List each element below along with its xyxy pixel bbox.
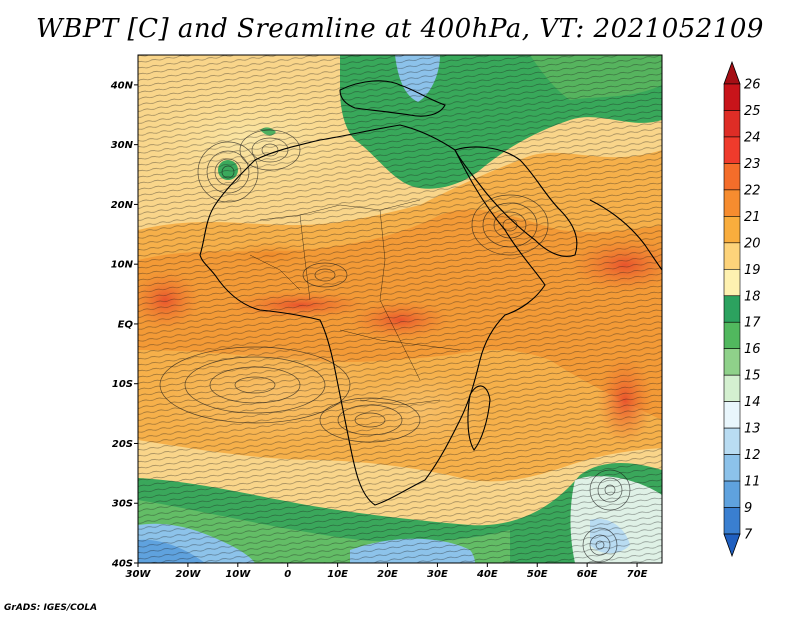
colorbar-label: 23 [744,157,761,172]
lon-tick-label: 10E [327,569,348,580]
lon-tick-label: 30E [427,569,448,580]
madagascar-coastline [467,385,491,451]
colorbar-label: 17 [744,316,761,331]
vortex-southern-africa [319,397,421,443]
lon-tick-label: 60E [577,569,598,580]
colorbar-bottom-arrow [723,533,741,558]
lon-tick-label: 50E [527,569,548,580]
colorbar-label: 12 [744,448,761,463]
plot-frame [137,54,663,564]
colorbar-label: 21 [744,210,761,225]
lat-tick-label: 20S [112,439,133,450]
vortex-north-west [197,141,259,203]
latitude-axis: 40N 30N 20N 10N EQ 10S 20S 30S 40S [110,80,138,570]
coastlines [199,80,662,506]
colorbar-label: 15 [744,369,761,384]
streamline-vortices [159,129,631,563]
lat-tick-label: 20N [111,200,134,211]
colorbar-label: 14 [744,395,761,410]
colorbar-label: 24 [744,130,761,145]
grads-credit: GrADS: IGES/COLA [4,603,98,613]
vortex-south-indian [589,469,631,511]
colorbar-segment [723,110,741,138]
colorbar-segment [723,216,741,244]
colorbar-segment [723,268,741,297]
colorbar-segment [723,348,741,376]
colorbar-segment [723,189,741,217]
colorbar-label: 22 [744,183,761,198]
colorbar-segment [723,507,741,535]
colorbar-segment [723,480,741,508]
chart-title: WBPT [C] and Sreamline at 400hPa, VT: 20… [36,14,764,44]
lon-tick-label: 20E [377,569,398,580]
colorbar-label: 26 [744,78,761,93]
mediterranean-coastline [339,80,446,117]
vortex-far-south [582,527,618,563]
colorbar-label: 13 [744,422,761,437]
colorbar-label: 11 [744,475,761,490]
lon-tick-label: 70E [627,569,648,580]
vortex-south-atlantic [159,346,351,424]
colorbar-label: 19 [744,263,761,278]
vortex-gulf-guinea [302,262,348,288]
lat-tick-label: 40N [110,80,134,91]
lat-tick-label: 10N [111,260,134,271]
streamline-texture [138,55,662,563]
colorbar-segment [723,136,741,164]
colorbar-label: 25 [744,104,761,119]
vortex-north-africa [239,129,301,171]
colorbar-segment [723,401,741,429]
colorbar-segment [723,427,741,455]
lat-tick-label: 40S [111,559,133,570]
arabia-coastline [454,146,578,257]
colorbar-label: 20 [744,236,761,251]
colorbar-label: 9 [744,501,752,516]
colorbar-segment [723,454,741,482]
colorbar-segment [723,163,741,191]
lon-tick-label: 10W [225,569,251,580]
lon-tick-label: 30W [126,569,152,580]
lon-tick-label: 20W [175,569,201,580]
africa-coastline [199,124,546,506]
colorbar: 26 25 24 23 22 21 20 19 18 17 16 15 14 13 12 11 9 7 [723,60,761,558]
longitude-axis: 30W 20W 10W 0 10E 20E 30E 40E 50E 60E 70E [126,563,648,580]
lon-tick-label: 40E [476,569,498,580]
colorbar-label: 18 [744,289,761,304]
colorbar-segment [723,242,741,270]
lon-tick-label: 0 [284,569,291,580]
colorbar-segment [723,374,741,402]
colorbar-label: 7 [744,528,753,543]
country-borders [249,199,461,406]
lat-tick-label: 10S [112,379,133,390]
lat-tick-label: 30N [111,140,134,151]
colorbar-label: 16 [744,342,761,357]
colorbar-top-arrow [723,60,741,85]
colorbar-segment [723,321,741,350]
india-coastline [589,199,662,271]
lat-tick-label: EQ [118,319,134,330]
plot-area [138,55,662,563]
colorbar-segment [723,83,741,111]
colorbar-segment [723,295,741,323]
lat-tick-label: 30S [112,499,133,510]
